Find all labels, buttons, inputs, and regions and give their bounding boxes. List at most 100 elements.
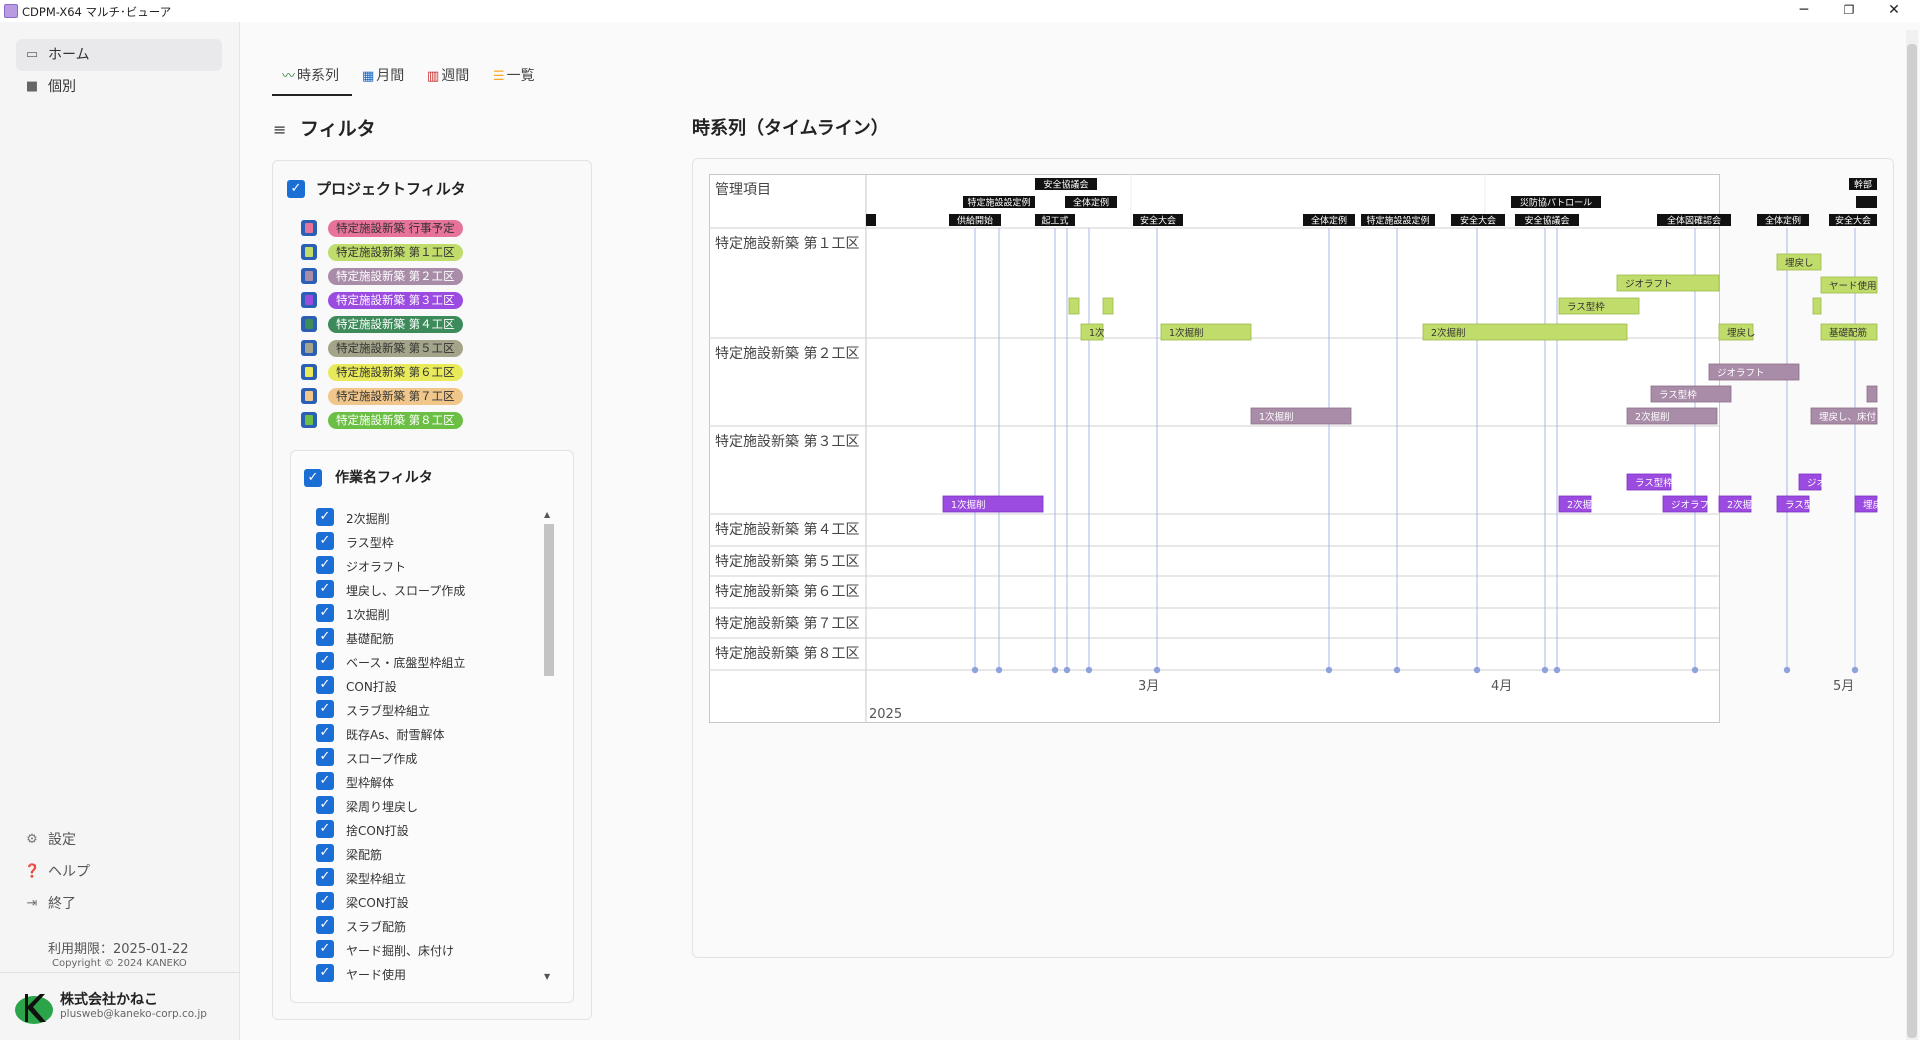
tab-timeline[interactable]: 〰時系列 [282,57,339,103]
task-filter-item[interactable]: ✓ 梁CON打設 [316,890,546,912]
task-label: 基礎配筋 [346,632,395,646]
project-chip[interactable]: 特定施設新築 第８工区 [328,412,463,429]
task-checkbox[interactable]: ✓ [316,940,334,958]
event-marker [1851,666,1859,674]
year-label: 2025 [869,707,902,722]
task-checkbox[interactable]: ✓ [316,532,334,550]
tab-monthly[interactable]: ▦ 月間 [362,57,404,103]
event-marker [1153,666,1161,674]
task-checkbox[interactable]: ✓ [316,868,334,886]
maximize-button[interactable]: ❐ [1843,3,1855,17]
settings-button[interactable]: ⚙ 設定 [16,826,216,854]
project-chip[interactable]: 特定施設新築 第２工区 [328,268,463,285]
task-label: 1次掘削 [346,608,390,622]
help-icon: ❓ [24,864,41,879]
close-button[interactable]: ✕ [1888,2,1900,18]
task-checkbox[interactable]: ✓ [316,820,334,838]
event-tag [1035,178,1097,190]
project-checkbox[interactable] [301,340,317,356]
tab-weekly-label: 週間 [441,68,470,84]
task-checkbox[interactable]: ✓ [316,604,334,622]
task-label: 既存As、耐雪解体 [346,728,445,742]
project-checkbox[interactable] [301,220,317,236]
event-tag [949,214,1001,226]
project-checkbox[interactable] [301,268,317,284]
task-filter-item[interactable]: ✓ CON打設 [316,674,546,696]
bookmark-icon [305,247,313,257]
project-checkbox[interactable] [301,292,317,308]
project-chip[interactable]: 特定施設新築 第１工区 [328,244,463,261]
scroll-up-arrow[interactable]: ▲ [544,510,551,519]
task-filter-item[interactable]: ✓ 梁型枠組立 [316,866,546,888]
task-filter-item[interactable]: ✓ ヤード掘削、床付け [316,938,546,960]
task-checkbox[interactable]: ✓ [316,724,334,742]
project-chip[interactable]: 特定施設新築 第４工区 [328,316,463,333]
nav-home[interactable]: ▭ ホーム [16,39,222,71]
task-checkbox[interactable]: ✓ [316,652,334,670]
gantt-bar [1662,495,1708,513]
task-checkbox[interactable]: ✓ [316,844,334,862]
task-checkbox[interactable]: ✓ [316,892,334,910]
task-filter-item[interactable]: ✓ 梁配筋 [316,842,546,864]
project-chip[interactable]: 特定施設新築 第６工区 [328,364,463,381]
project-chip[interactable]: 特定施設新築 第５工区 [328,340,463,357]
gantt-bar-label: ジオラフト [1717,368,1765,379]
minimize-button[interactable]: ─ [1799,2,1809,18]
event-tag-label: 幹部 [1854,179,1872,191]
task-filter-item[interactable]: ✓ 型枠解体 [316,770,546,792]
project-checkbox[interactable] [301,316,317,332]
project-checkbox[interactable] [301,244,317,260]
task-filter-item[interactable]: ✓ 基礎配筋 [316,626,546,648]
project-checkbox[interactable] [301,388,317,404]
task-list-scroll-thumb[interactable] [544,524,554,676]
task-filter-item[interactable]: ✓ 既存As、耐雪解体 [316,722,546,744]
task-filter-item[interactable]: ✓ 梁周り埋戻し [316,794,546,816]
task-filter-item[interactable]: ✓ 埋戻し、スロープ作成 [316,578,546,600]
month-label: 5月 [1833,679,1854,694]
task-checkbox[interactable]: ✓ [316,772,334,790]
gantt-bar [1776,495,1810,513]
task-filter-item[interactable]: ✓ 捨CON打設 [316,818,546,840]
tab-weekly[interactable]: ▥ 週間 [427,57,469,103]
task-checkbox[interactable]: ✓ [316,580,334,598]
help-button[interactable]: ❓ ヘルプ [16,858,216,886]
task-checkbox[interactable]: ✓ [316,508,334,526]
project-checkbox[interactable] [301,412,317,428]
project-chip[interactable]: 特定施設新築 行事予定 [328,220,463,237]
gantt-bar [1626,407,1718,425]
task-filter-item[interactable]: ✓ スロープ作成 [316,746,546,768]
gantt-bar-label: 2次掘削 [1635,411,1670,423]
task-checkbox[interactable]: ✓ [316,628,334,646]
task-filter-item[interactable]: ✓ ジオラフト [316,554,546,576]
event-marker [995,666,1003,674]
gantt-bar-label: 埋戻 [1863,499,1879,511]
gantt-bar-label: ラス型 [1785,500,1814,511]
task-filter-item[interactable]: ✓ スラブ型枠組立 [316,698,546,720]
task-filter-item[interactable]: ✓ 1次掘削 [316,602,546,624]
project-chip[interactable]: 特定施設新築 第３工区 [328,292,463,309]
task-checkbox[interactable]: ✓ [316,964,334,982]
task-checkbox[interactable]: ✓ [316,916,334,934]
task-checkbox[interactable]: ✓ [316,700,334,718]
task-checkbox[interactable]: ✓ [316,556,334,574]
task-filter-title: 作業名フィルタ [335,470,433,486]
task-filter-item[interactable]: ✓ ヤード使用 [316,962,546,984]
exit-button[interactable]: ⇥ 終了 [16,890,216,918]
bookmark-icon [305,271,313,281]
task-checkbox[interactable]: ✓ [316,676,334,694]
nav-individual-label: 個別 [48,79,76,95]
project-checkbox[interactable] [301,364,317,380]
task-filter-checkbox[interactable]: ✓ [304,469,322,487]
scroll-down-arrow[interactable]: ▼ [544,972,551,981]
task-filter-item[interactable]: ✓ スラブ配筋 [316,914,546,936]
task-filter-item[interactable]: ✓ ベース・底盤型枠組立 [316,650,546,672]
page-scroll-thumb[interactable] [1907,44,1917,1038]
nav-individual[interactable]: ■ 個別 [16,71,222,103]
tab-list[interactable]: ☰ 一覧 [493,57,535,103]
task-filter-item[interactable]: ✓ ラス型枠 [316,530,546,552]
task-filter-item[interactable]: ✓ 2次掘削 [316,506,546,528]
task-checkbox[interactable]: ✓ [316,748,334,766]
task-checkbox[interactable]: ✓ [316,796,334,814]
project-filter-checkbox[interactable]: ✓ [287,180,305,198]
project-chip[interactable]: 特定施設新築 第７工区 [328,388,463,405]
